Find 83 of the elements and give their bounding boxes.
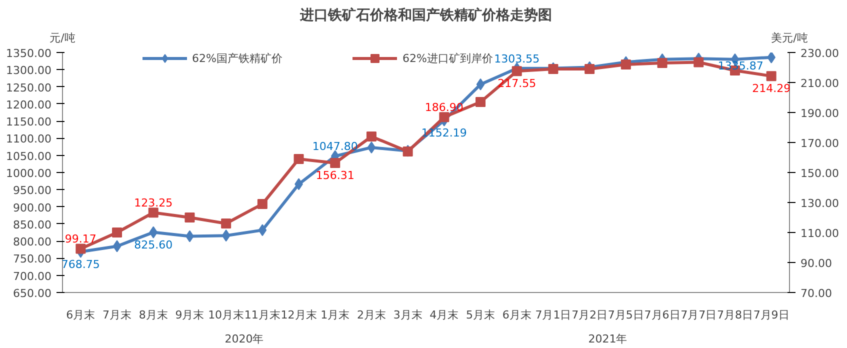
x-tick-label: 5月末 xyxy=(466,308,496,322)
point xyxy=(112,228,122,238)
legend-label: 62%进口矿到岸价 xyxy=(402,51,493,66)
data-label: 214.29 xyxy=(752,82,791,96)
x-tick-label: 7月1日 xyxy=(535,308,572,322)
y-tick-label: 1300.00 xyxy=(6,64,52,78)
y-tick-label: 750.00 xyxy=(13,252,52,266)
point xyxy=(330,158,340,168)
point xyxy=(584,64,595,74)
x-tick-label: 7月末 xyxy=(102,308,132,322)
y2-tick-label: 190.00 xyxy=(800,107,839,120)
x-tick-label: 10月末 xyxy=(208,308,244,322)
point xyxy=(148,208,158,218)
y-tick-label: 950.00 xyxy=(13,184,52,198)
x-tick-label: 6月末 xyxy=(502,308,532,322)
data-label: 1047.80 xyxy=(312,140,358,154)
point xyxy=(367,141,376,154)
data-label: 99.17 xyxy=(64,232,96,246)
data-label: 768.75 xyxy=(61,258,100,271)
point xyxy=(694,57,704,68)
y-tick-label: 1000.00 xyxy=(6,167,52,180)
point xyxy=(512,66,522,76)
y-tick-label: 1050.00 xyxy=(6,150,52,163)
point xyxy=(294,154,304,164)
text: 2021年 xyxy=(588,332,628,346)
data-label: 825.60 xyxy=(134,238,173,252)
data-label: 156.31 xyxy=(316,169,354,182)
y2-tick-label: 230.00 xyxy=(800,47,839,60)
y-tick-label: 1250.00 xyxy=(6,81,52,94)
point xyxy=(620,60,631,70)
x-tick-label: 7月7日 xyxy=(680,308,717,322)
y-tick-label: 1200.00 xyxy=(6,98,52,112)
x-tick-label: 7月6日 xyxy=(644,308,680,322)
point xyxy=(476,78,485,90)
text: 2020年 xyxy=(224,332,264,346)
point xyxy=(221,218,232,228)
x-tick-label: 1月末 xyxy=(320,308,350,322)
data-label: 123.25 xyxy=(134,196,173,210)
y-tick-label: 850.00 xyxy=(13,218,52,232)
chart-title: 进口铁矿石价格和国产铁精矿价格走势图 xyxy=(299,6,552,24)
legend-label: 62%国产铁精矿价 xyxy=(192,51,282,66)
x-tick-label: 3月末 xyxy=(393,308,422,322)
y2-tick-label: 90.00 xyxy=(800,257,832,270)
point xyxy=(767,52,776,64)
point xyxy=(222,230,230,242)
point xyxy=(257,199,268,209)
y2-tick-label: 210.00 xyxy=(800,77,839,90)
point xyxy=(258,224,267,236)
y-tick-label: 700.00 xyxy=(13,270,52,283)
x-tick-label: 2月末 xyxy=(356,308,386,322)
y-tick-label: 650.00 xyxy=(13,287,52,300)
point xyxy=(766,71,776,82)
y2-tick-label: 70.00 xyxy=(800,287,832,300)
y-tick-label: 800.00 xyxy=(13,236,52,249)
y2-tick-label: 130.00 xyxy=(800,197,839,210)
y-tick-label: 900.00 xyxy=(13,201,52,214)
y2-tick-label: 110.00 xyxy=(800,227,839,240)
x-tick-label: 12月末 xyxy=(280,308,317,322)
y-tick-label: 1350.00 xyxy=(6,47,52,60)
y-axis-title: 元/吨 xyxy=(50,32,76,44)
x-tick-label: 6月末 xyxy=(66,308,96,322)
x-tick-label: 7月2日 xyxy=(572,308,608,322)
x-tick-label: 7月5日 xyxy=(608,308,644,322)
point xyxy=(112,240,122,252)
x-tick-label: 7月8日 xyxy=(716,308,753,322)
point xyxy=(476,97,486,107)
x-tick-label: 4月末 xyxy=(430,308,459,322)
point xyxy=(657,58,668,68)
y2-tick-label: 150.00 xyxy=(800,167,839,180)
point xyxy=(76,244,86,254)
x-tick-label: 11月末 xyxy=(244,308,280,322)
point xyxy=(149,226,158,238)
x-tick-label: 9月末 xyxy=(175,308,204,322)
x-tick-label: 8月末 xyxy=(138,308,168,322)
y2-axis-title: 美元/吨 xyxy=(771,32,808,44)
point xyxy=(366,132,376,142)
y2-tick-label: 170.00 xyxy=(800,137,839,150)
data-label: 1303.55 xyxy=(494,52,540,66)
point xyxy=(184,212,195,222)
x-tick-label: 7月9日 xyxy=(753,308,790,322)
y-tick-label: 1150.00 xyxy=(6,116,52,129)
y-tick-label: 1100.00 xyxy=(6,132,52,146)
point xyxy=(439,112,450,122)
